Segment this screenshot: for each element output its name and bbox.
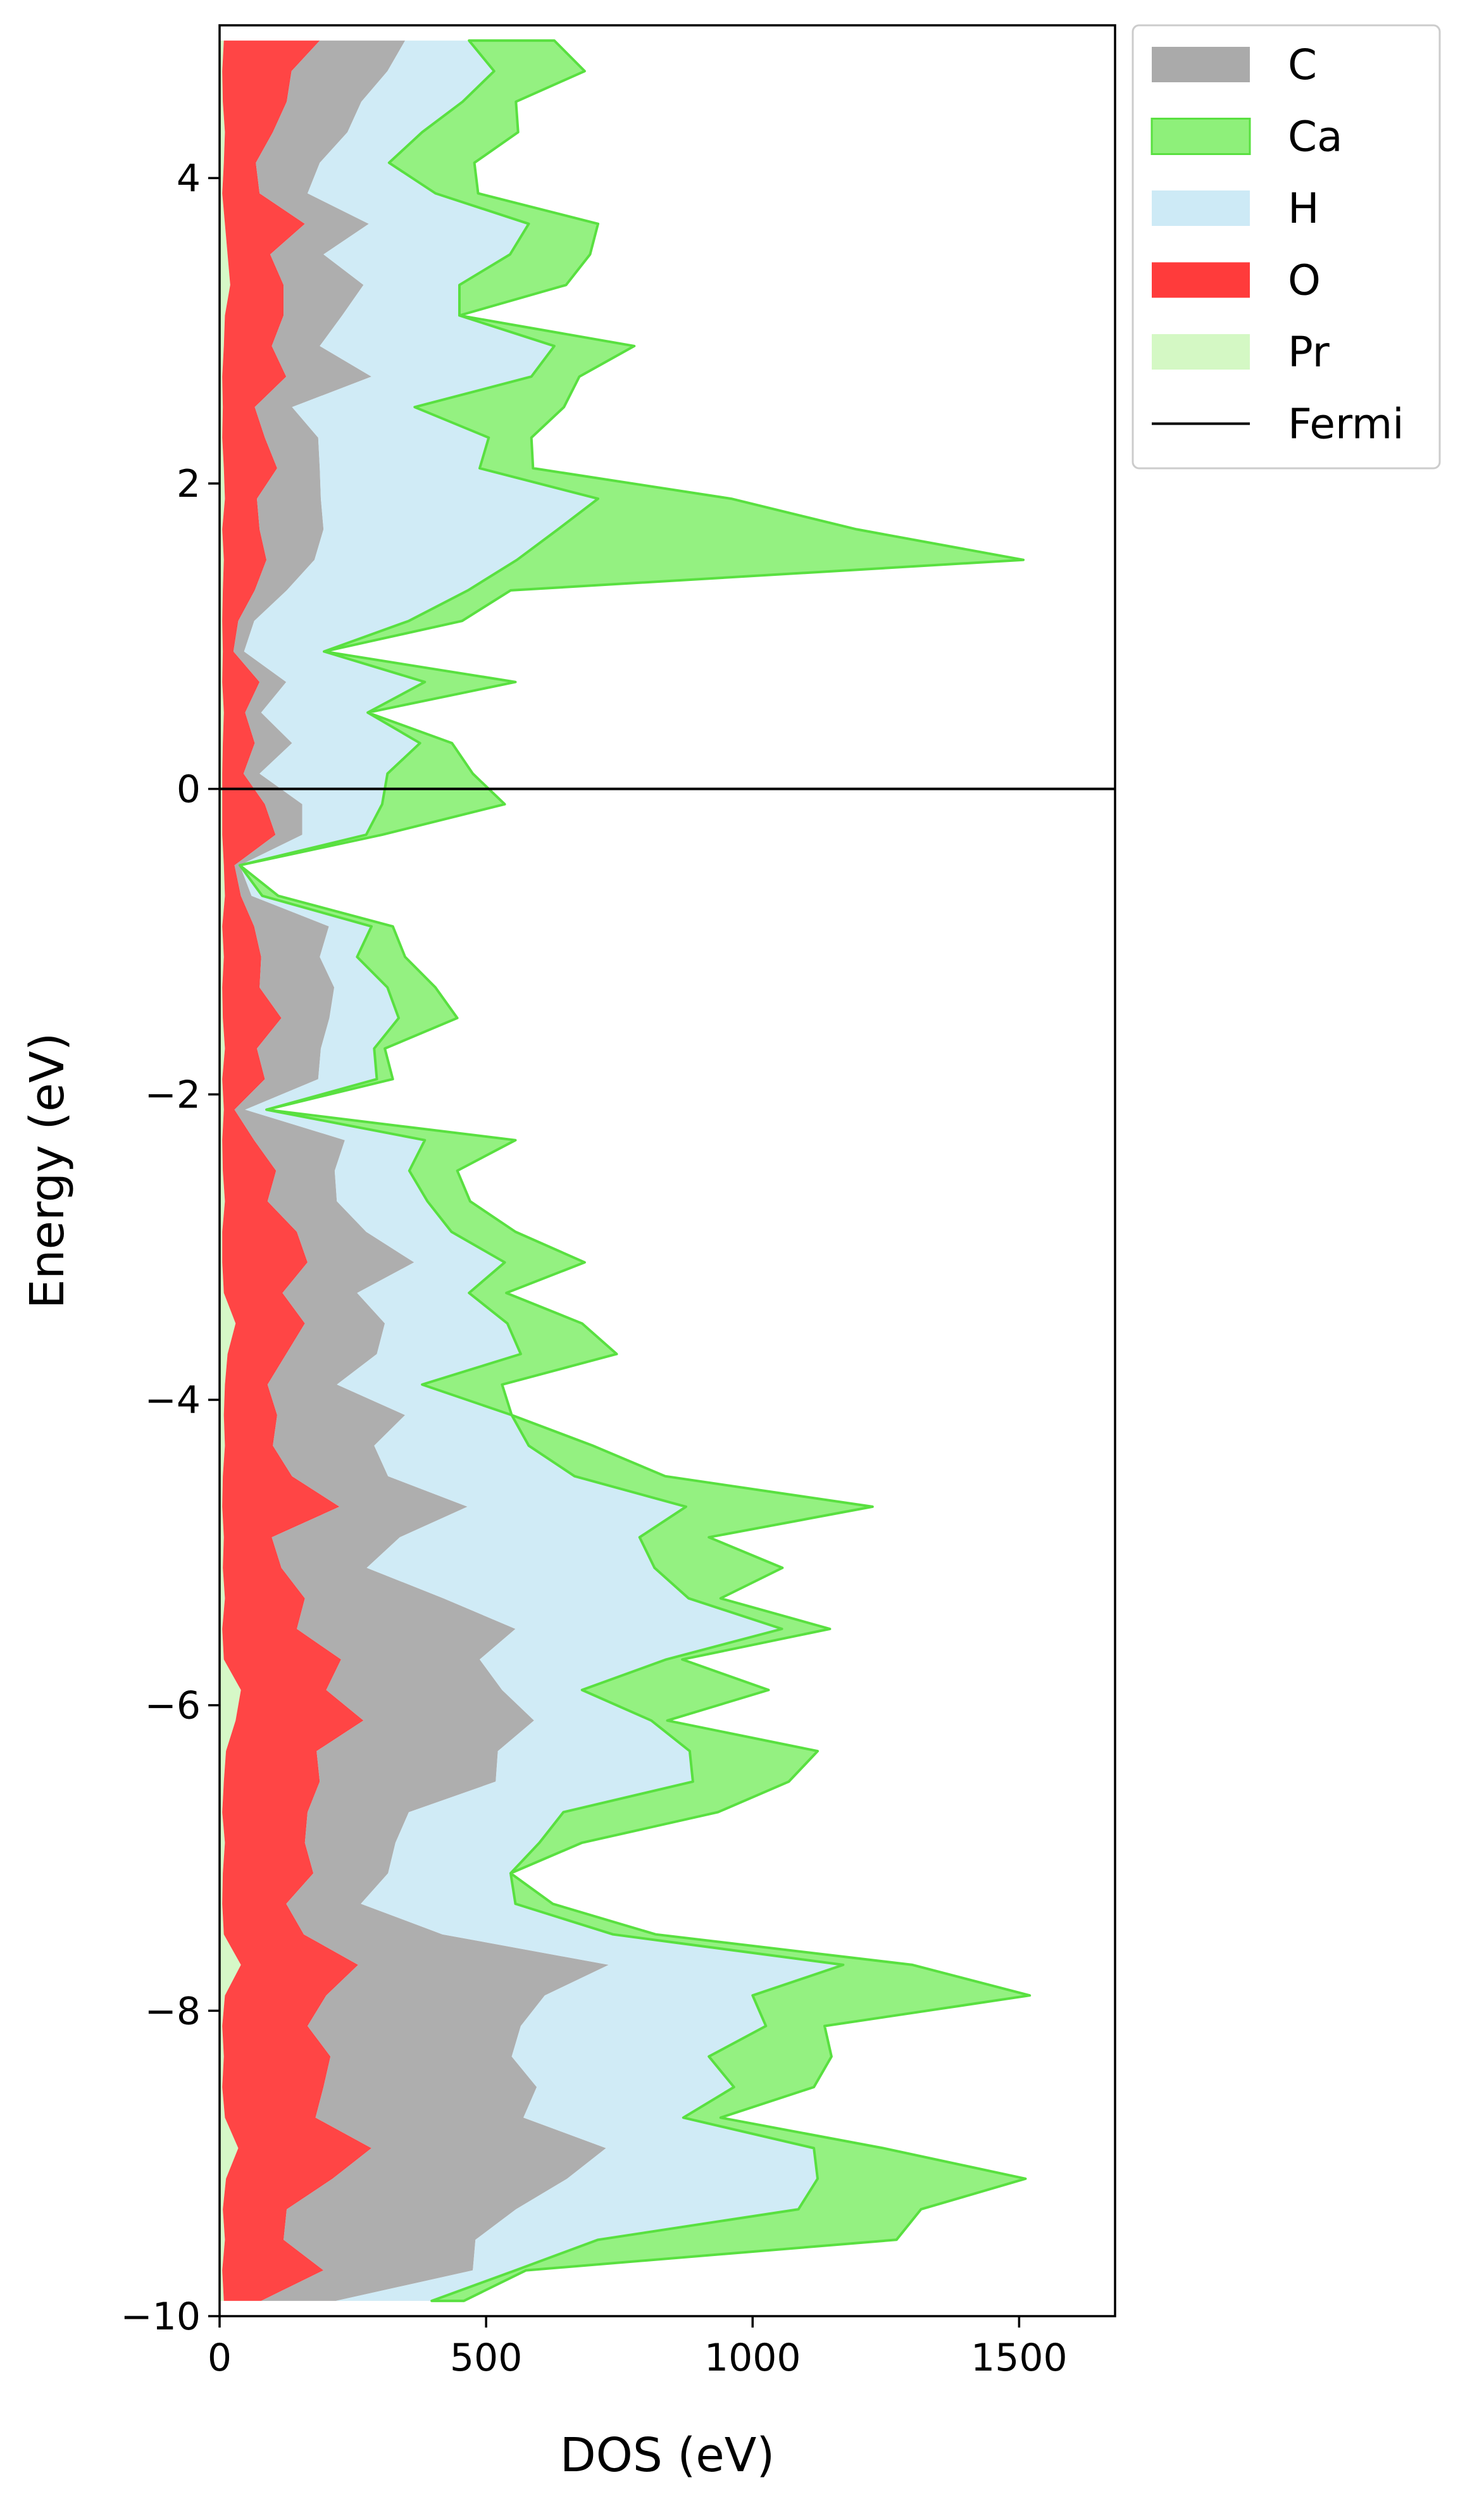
legend-swatch-ca xyxy=(1150,118,1251,155)
area-h xyxy=(240,41,844,2301)
area-ca xyxy=(239,39,1032,2302)
legend-label-ca: Ca xyxy=(1288,113,1343,161)
y-tick-label: 4 xyxy=(177,156,201,201)
x-tick-label: 500 xyxy=(450,2336,523,2380)
plot-frame xyxy=(218,24,1116,2317)
legend-swatch-h xyxy=(1152,190,1250,226)
x-tick-label: 1000 xyxy=(704,2336,801,2380)
y-axis-label: Energy (eV) xyxy=(20,1033,75,1309)
legend: C Ca HO Pr Fermi xyxy=(1132,24,1441,470)
y-tick-label: −4 xyxy=(145,1378,201,1423)
x-axis: 0 500 1000 1500 xyxy=(208,2316,1068,2380)
y-tick-label: −10 xyxy=(120,2295,201,2339)
y-tick-label: −6 xyxy=(145,1684,201,1728)
legend-swatch-pr xyxy=(1152,334,1250,370)
y-tick-label: 2 xyxy=(177,462,201,506)
legend-swatch-c xyxy=(1152,47,1250,82)
area-c xyxy=(233,41,609,2301)
legend-swatch-o xyxy=(1152,262,1250,298)
y-tick-label: 0 xyxy=(177,768,201,812)
x-axis-label: DOS (eV) xyxy=(560,2428,775,2483)
x-tick-label: 0 xyxy=(208,2336,232,2380)
area-o xyxy=(222,41,371,2301)
y-tick-label: −8 xyxy=(145,1989,201,2033)
legend-label-h: H xyxy=(1288,184,1319,233)
stacked-areas xyxy=(220,39,1032,2302)
x-tick-label: 1500 xyxy=(971,2336,1068,2380)
area-pr xyxy=(220,41,241,2301)
legend-label-o: O xyxy=(1288,256,1321,305)
y-axis: −10 −8 −6 −4 −2 0 2 4 xyxy=(120,156,220,2339)
legend-label-pr: Pr xyxy=(1288,328,1330,377)
legend-label-fermi: Fermi xyxy=(1288,400,1404,449)
legend-label-c: C xyxy=(1288,41,1317,89)
y-tick-label: −2 xyxy=(145,1073,201,1117)
